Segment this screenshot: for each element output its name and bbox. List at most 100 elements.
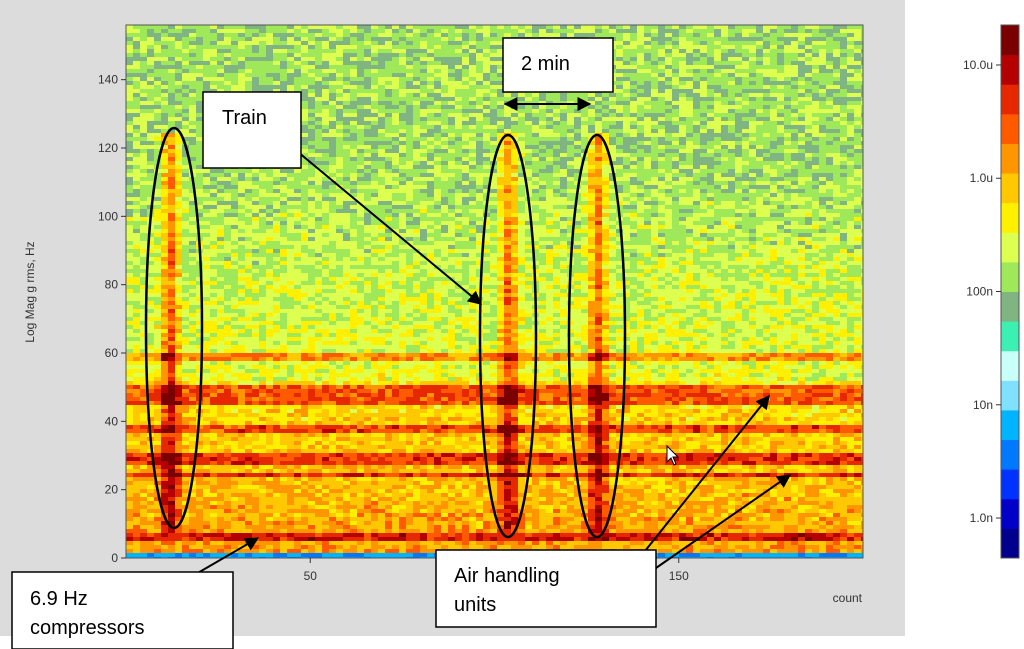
spectrogram-cell	[714, 109, 721, 113]
spectrogram-cell	[679, 173, 686, 177]
spectrogram-cell	[595, 97, 602, 101]
spectrogram-cell	[329, 185, 336, 189]
spectrogram-cell	[469, 129, 476, 133]
spectrogram-cell	[224, 177, 231, 181]
spectrogram-cell	[357, 45, 364, 49]
spectrogram-cell	[756, 85, 763, 89]
spectrogram-cell	[357, 197, 364, 201]
spectrogram-cell	[826, 181, 833, 185]
spectrogram-cell	[322, 177, 329, 181]
spectrogram-cell	[273, 57, 280, 61]
spectrogram-cell	[497, 185, 504, 189]
spectrogram-cell	[469, 125, 476, 129]
spectrogram-cell	[721, 209, 728, 213]
spectrogram-cell	[196, 61, 203, 65]
spectrogram-cell	[168, 89, 175, 93]
spectrogram-cell	[644, 145, 651, 149]
spectrogram-cell	[770, 137, 777, 141]
spectrogram-cell	[406, 193, 413, 197]
spectrogram-cell	[350, 173, 357, 177]
spectrogram-cell	[161, 29, 168, 33]
spectrogram-cell	[483, 185, 490, 189]
spectrogram-cell	[196, 201, 203, 205]
spectrogram-cell	[336, 181, 343, 185]
spectrogram-cell	[798, 201, 805, 205]
spectrogram-cell	[392, 129, 399, 133]
spectrogram-cell	[770, 45, 777, 49]
spectrogram-cell	[140, 25, 147, 29]
spectrogram-cell	[406, 205, 413, 209]
spectrogram-cell	[693, 205, 700, 209]
spectrogram-cell	[749, 125, 756, 129]
spectrogram-cell	[728, 189, 735, 193]
spectrogram-cell	[427, 209, 434, 213]
spectrogram-cell	[651, 149, 658, 153]
spectrogram-cell	[196, 77, 203, 81]
spectrogram-cell	[602, 169, 609, 173]
spectrogram-cell	[161, 181, 168, 185]
spectrogram-cell	[357, 69, 364, 73]
spectrogram-cell	[525, 177, 532, 181]
spectrogram-cell	[567, 173, 574, 177]
spectrogram-cell	[532, 125, 539, 129]
spectrogram-cell	[700, 113, 707, 117]
spectrogram-cell	[455, 41, 462, 45]
spectrogram-cell	[819, 189, 826, 193]
spectrogram-cell	[161, 193, 168, 197]
spectrogram-cell	[217, 177, 224, 181]
spectrogram-cell	[728, 37, 735, 41]
spectrogram-cell	[770, 81, 777, 85]
spectrogram-cell	[651, 97, 658, 101]
spectrogram-cell	[301, 57, 308, 61]
spectrogram-cell	[168, 109, 175, 113]
spectrogram-cell	[847, 29, 854, 33]
spectrogram-cell	[721, 117, 728, 121]
spectrogram-cell	[763, 117, 770, 121]
spectrogram-cell	[609, 29, 616, 33]
spectrogram-cell	[595, 205, 602, 209]
spectrogram-cell	[798, 197, 805, 201]
spectrogram-cell	[357, 41, 364, 45]
spectrogram-cell	[469, 157, 476, 161]
spectrogram-cell	[623, 185, 630, 189]
spectrogram-cell	[602, 201, 609, 205]
spectrogram-cell	[714, 201, 721, 205]
spectrogram-cell	[609, 137, 616, 141]
spectrogram-cell	[721, 97, 728, 101]
spectrogram-cell	[490, 197, 497, 201]
spectrogram-cell	[560, 181, 567, 185]
spectrogram-cell	[455, 85, 462, 89]
spectrogram-cell	[777, 173, 784, 177]
spectrogram-cell	[672, 161, 679, 165]
spectrogram-cell	[154, 113, 161, 117]
spectrogram-cell	[161, 81, 168, 85]
spectrogram-cell	[728, 205, 735, 209]
spectrogram-cell	[420, 101, 427, 105]
spectrogram-cell	[812, 93, 819, 97]
spectrogram-cell	[476, 165, 483, 169]
spectrogram-cell	[448, 169, 455, 173]
spectrogram-cell	[651, 209, 658, 213]
spectrogram-cell	[847, 53, 854, 57]
spectrogram-cell	[252, 185, 259, 189]
spectrogram-cell	[805, 145, 812, 149]
spectrogram-cell	[861, 73, 863, 77]
spectrogram-cell	[735, 145, 742, 149]
spectrogram-cell	[196, 117, 203, 121]
spectrogram-cell	[784, 49, 791, 53]
spectrogram-cell	[497, 121, 504, 125]
spectrogram-cell	[644, 149, 651, 153]
spectrogram-cell	[826, 165, 833, 169]
spectrogram-cell	[140, 113, 147, 117]
spectrogram-cell	[245, 53, 252, 57]
spectrogram-cell	[385, 161, 392, 165]
spectrogram-cell	[357, 121, 364, 125]
spectrogram-cell	[385, 117, 392, 121]
spectrogram-cell	[406, 181, 413, 185]
spectrogram-cell	[140, 49, 147, 53]
spectrogram-cell	[427, 81, 434, 85]
spectrogram-cell	[798, 73, 805, 77]
spectrogram-cell	[420, 209, 427, 213]
spectrogram-cell	[133, 65, 140, 69]
spectrogram-cell	[756, 37, 763, 41]
